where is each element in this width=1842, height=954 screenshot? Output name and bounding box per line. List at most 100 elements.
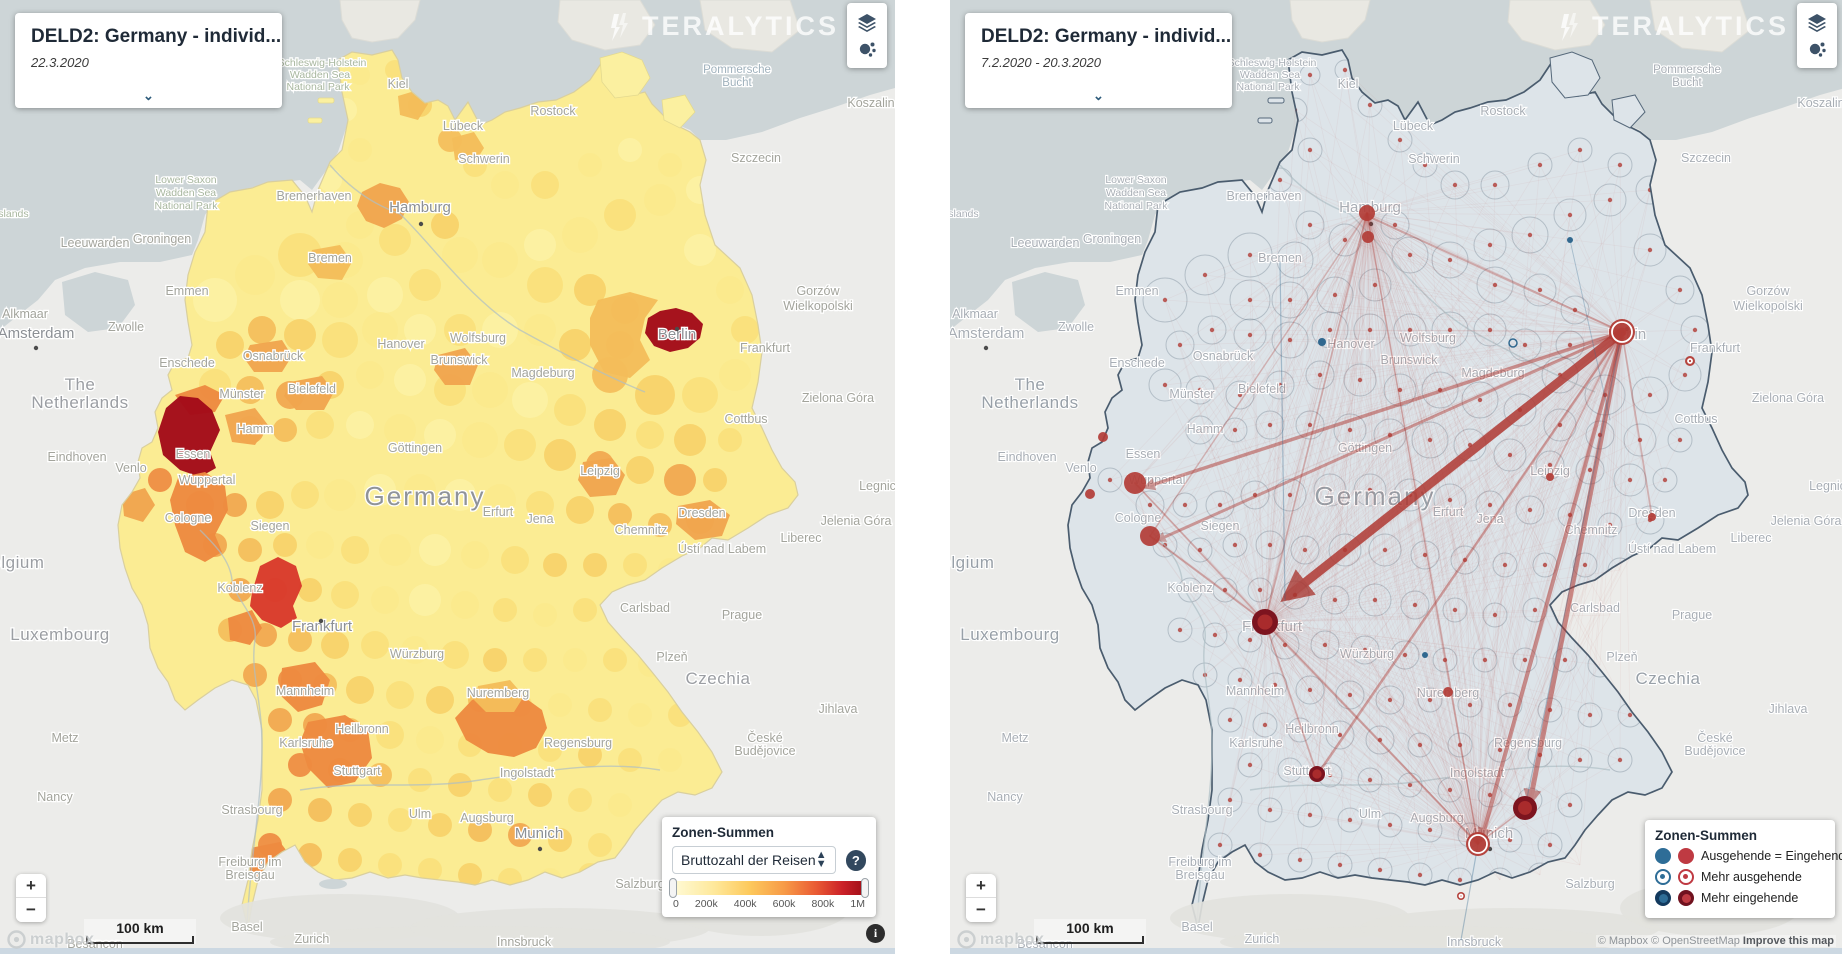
zone-cell	[324, 479, 356, 511]
flow-web-line	[1424, 164, 1623, 333]
zoom-out-button[interactable]: −	[16, 898, 46, 922]
map-city-label: Salzburg	[1565, 877, 1614, 891]
district-boundary	[1185, 415, 1215, 445]
zone-cell	[384, 414, 416, 446]
flow-web-line	[1264, 621, 1581, 866]
flow-web-line	[1504, 331, 1623, 566]
map-city-label: National Park	[154, 200, 218, 212]
zone-cell	[401, 636, 429, 664]
district-boundary	[1487, 737, 1513, 763]
flow-link	[1549, 331, 1623, 478]
flow-web-line	[1164, 299, 1266, 623]
flow-web-line	[1204, 274, 1479, 845]
choropleth-hotspots	[122, 90, 730, 885]
flow-web-line	[1449, 499, 1479, 845]
flow-web-line	[1369, 104, 1479, 845]
flow-web-line	[1479, 331, 1623, 401]
map-city-label: Wuppertal	[179, 473, 236, 487]
district-boundary	[1368, 533, 1402, 567]
zoom-in-button[interactable]: +	[16, 874, 46, 898]
flow-web-line	[1264, 621, 1486, 661]
flow-web-line	[1264, 621, 1551, 846]
zone-cell	[664, 464, 696, 496]
flow-web-line	[1229, 212, 1368, 721]
flow-web-line	[1319, 331, 1623, 376]
flow-web-line	[1619, 164, 1623, 333]
map-city-label: Nuremberg	[467, 686, 530, 700]
improve-map-link[interactable]: Improve this map	[1742, 935, 1834, 947]
info-button[interactable]: i	[866, 924, 885, 943]
help-button[interactable]: ?	[845, 849, 866, 871]
scale-handle-min[interactable]	[669, 878, 677, 898]
lake-constance	[319, 879, 347, 889]
dataset-card-left[interactable]: DELD2: Germany - individ... 22.3.2020 ⌄	[15, 13, 282, 108]
flow-web-line	[1249, 299, 1266, 623]
district-dot	[1492, 182, 1498, 188]
layers-icon[interactable]	[856, 11, 878, 33]
flow-web-line	[1264, 479, 1666, 623]
zone-cell	[367, 277, 403, 313]
district-dot	[1662, 477, 1668, 483]
flow-web-line	[1339, 734, 1479, 845]
district-boundary	[1273, 478, 1307, 512]
district-boundary	[1187, 537, 1213, 563]
flow-web-line	[1264, 164, 1541, 623]
flow-node	[1546, 473, 1554, 481]
zone-cell	[504, 429, 536, 461]
chevron-down-icon[interactable]: ⌄	[143, 88, 154, 103]
district-boundary	[1380, 210, 1410, 240]
flow-web-line	[1477, 329, 1491, 845]
zoom-in-button[interactable]: +	[966, 874, 996, 898]
district-boundary	[1432, 647, 1458, 673]
flow-web-line	[1269, 212, 1368, 426]
flow-web-line	[1366, 212, 1421, 876]
flow-node	[1140, 526, 1160, 546]
map-city-label: Wadden Sea	[156, 187, 216, 199]
district-dot	[1317, 372, 1323, 378]
district-dot	[1277, 177, 1283, 183]
flow-node-core	[1518, 801, 1532, 815]
map-canvas-right[interactable]: GermanyTheNetherlandsBelgiumLuxembourgCz…	[950, 0, 1842, 954]
district-dot	[1447, 327, 1453, 333]
mapbox-logo-right[interactable]: mapbox	[957, 930, 1044, 949]
flow-web-line	[1309, 149, 1368, 214]
chevron-down-icon[interactable]: ⌄	[1093, 88, 1104, 103]
flow-web-line	[1219, 331, 1623, 506]
zone-cell	[538, 738, 562, 762]
flow-web-line	[1339, 843, 1479, 866]
flow-web-line	[1366, 212, 1551, 466]
mapbox-logo-left[interactable]: mapbox	[7, 930, 94, 949]
layers-icon[interactable]	[1806, 11, 1828, 33]
district-dot	[1462, 557, 1468, 563]
flow-web-line	[1344, 69, 1479, 845]
flow-web-line	[1477, 199, 1611, 845]
bubbles-icon[interactable]	[856, 38, 878, 60]
color-scale-slider[interactable]	[669, 878, 869, 898]
zoom-out-button[interactable]: −	[966, 898, 996, 922]
district-boundary	[1305, 360, 1335, 390]
scale-handle-max[interactable]	[861, 878, 869, 898]
district-dot	[1267, 422, 1273, 428]
flow-web-line	[1264, 621, 1421, 746]
zone-cell	[428, 813, 452, 837]
flow-web-line	[1264, 621, 1341, 736]
flow-web-line	[1366, 212, 1496, 286]
dataset-card-right[interactable]: DELD2: Germany - individ... 7.2.2020 - 2…	[965, 13, 1232, 108]
flow-web-line	[1264, 259, 1451, 623]
district-dot	[1367, 102, 1373, 108]
district-dot	[1442, 657, 1448, 663]
map-city-label: Emmen	[1115, 284, 1158, 298]
flow-web-line	[1264, 621, 1461, 746]
flow-web-line	[1289, 331, 1623, 771]
flow-web-line	[1264, 564, 1506, 623]
flow-web-line	[1529, 234, 1623, 333]
district-boundary	[1635, 505, 1665, 535]
district-boundary	[1567, 747, 1593, 773]
metric-select[interactable]: Bruttozahl der Reisen ▲ ▼	[672, 846, 836, 874]
map-city-label: Hanover	[377, 337, 424, 351]
bubbles-icon[interactable]	[1806, 38, 1828, 60]
zone-cell	[338, 848, 362, 872]
district-boundary	[1373, 418, 1407, 452]
flow-web-line	[1264, 621, 1301, 861]
